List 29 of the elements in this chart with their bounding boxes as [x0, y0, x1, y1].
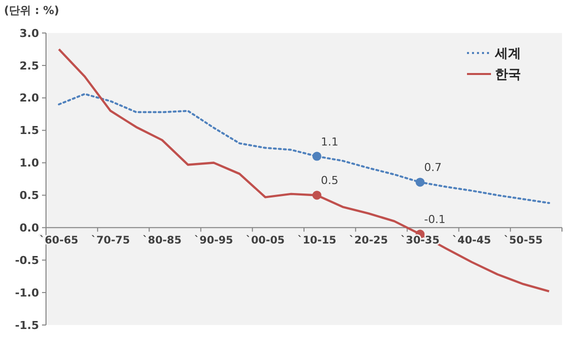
- x-tick-label: `70-75: [91, 234, 130, 247]
- point: [312, 152, 322, 161]
- legend-label: 세계: [494, 46, 521, 62]
- x-tick-label: `40-45: [452, 234, 492, 247]
- y-tick-label: -0.5: [14, 254, 39, 267]
- x-tick-label: `90-95: [194, 234, 234, 247]
- legend-label: 한국: [495, 68, 521, 83]
- x-tick-label: `50-55: [504, 234, 543, 247]
- data-label: 0.7: [424, 161, 442, 174]
- y-tick-label: 0.0: [20, 222, 40, 235]
- x-tick-label: `80-85: [142, 234, 182, 247]
- x-tick-label: `10-15: [297, 234, 336, 247]
- y-tick-label: 2.0: [20, 92, 40, 105]
- y-tick-label: 1.5: [20, 124, 39, 138]
- y-tick-label: -1.5: [14, 318, 39, 332]
- point: [312, 190, 322, 200]
- data-label: 1.1: [320, 135, 338, 148]
- text: (단위 : %): [4, 4, 60, 17]
- data-label: -0.1: [424, 213, 446, 226]
- y-tick-label: 0.5: [20, 189, 39, 202]
- y-tick-label: 1.0: [20, 156, 40, 170]
- point: [416, 178, 425, 187]
- line-series: [58, 92, 550, 204]
- x-tick-label: `00-05: [246, 234, 285, 247]
- y-tick-label: 2.5: [20, 59, 39, 72]
- y-tick-label: 3.0: [20, 26, 40, 40]
- x-tick-label: `20-25: [349, 234, 388, 247]
- y-tick-label: -1.0: [14, 286, 40, 300]
- data-label: 0.5: [320, 174, 338, 188]
